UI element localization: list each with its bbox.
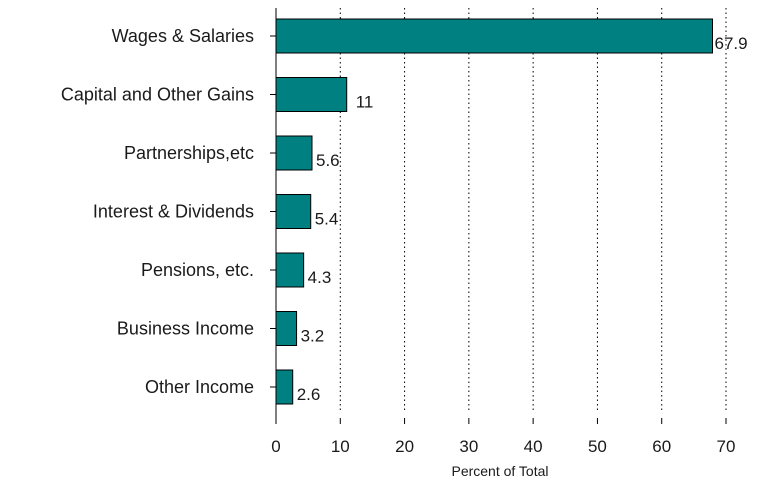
x-tick-label-50: 50: [588, 437, 607, 456]
bar-6: [275, 369, 294, 405]
bar-2: [275, 135, 313, 171]
x-tick-label-0: 0: [271, 437, 280, 456]
value-label-0: 67.9: [715, 34, 748, 53]
x-tick-label-70: 70: [717, 437, 736, 456]
category-label-5: Business Income: [117, 319, 254, 339]
category-label-4: Pensions, etc.: [141, 260, 254, 280]
bars: [275, 18, 713, 405]
value-label-5: 3.2: [301, 327, 325, 346]
value-label-2: 5.6: [316, 151, 340, 170]
category-label-0: Wages & Salaries: [112, 26, 254, 46]
labels: Wages & Salaries 67.9 Capital and Other Ga…: [61, 26, 748, 456]
category-label-3: Interest & Dividends: [93, 202, 254, 222]
bar-4: [275, 252, 305, 288]
value-label-4: 4.3: [308, 268, 332, 287]
bar-5: [275, 311, 298, 346]
axes: [270, 8, 727, 424]
x-tick-label-40: 40: [524, 437, 543, 456]
bar-3: [275, 194, 312, 229]
x-axis-title: Percent of Total: [451, 463, 548, 479]
x-tick-label-10: 10: [331, 437, 350, 456]
category-label-2: Partnerships,etc: [124, 143, 254, 163]
grid-lines: [339, 8, 727, 410]
bar-1: [275, 77, 348, 112]
value-label-1: 11: [356, 93, 374, 112]
value-label-3: 5.4: [315, 210, 339, 229]
x-tick-label-20: 20: [395, 437, 414, 456]
value-label-6: 2.6: [297, 385, 321, 404]
x-tick-label-30: 30: [459, 437, 478, 456]
category-label-6: Other Income: [145, 377, 254, 397]
bar-0: [275, 18, 713, 54]
x-tick-label-60: 60: [652, 437, 671, 456]
category-label-1: Capital and Other Gains: [61, 85, 254, 105]
